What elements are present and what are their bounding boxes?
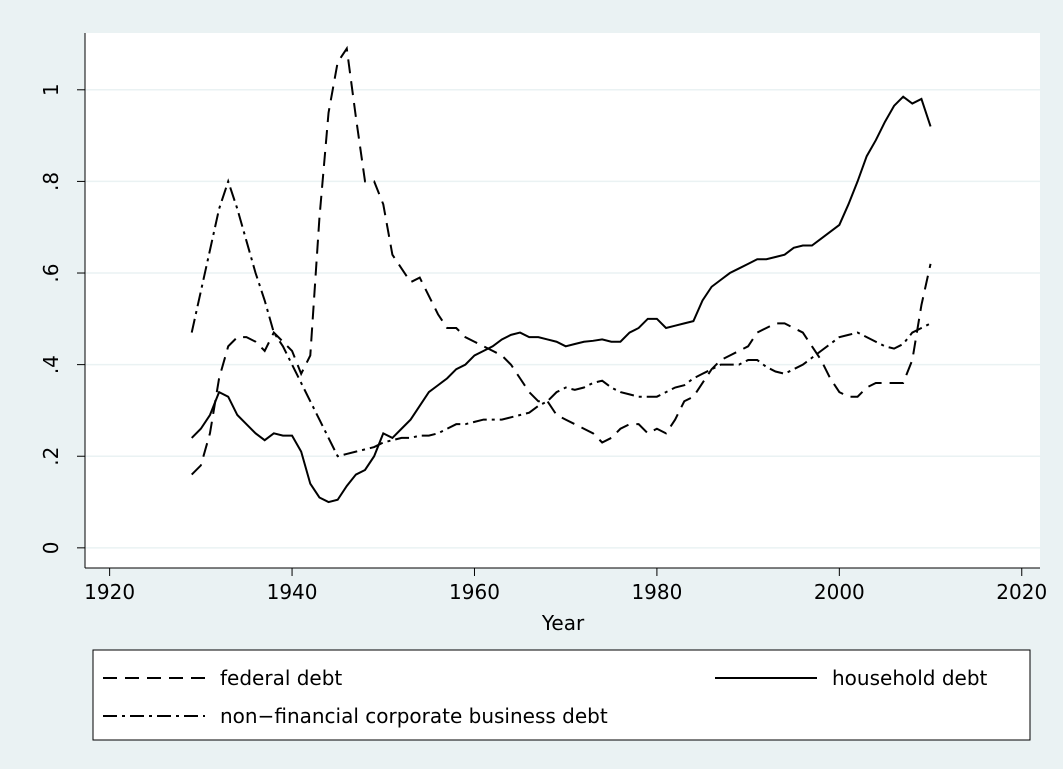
legend — [92, 649, 1031, 741]
y-tick-label: 1 — [39, 83, 63, 96]
x-axis-title: Year — [541, 611, 585, 635]
line — [191, 95, 932, 504]
x-tick-label: 2000 — [814, 580, 865, 604]
x-tick-label: 1980 — [631, 580, 682, 604]
y-tick-label: .8 — [39, 172, 63, 191]
y-tick-label: 0 — [39, 541, 63, 554]
legend-label: non−financial corporate business debt — [220, 704, 608, 728]
x-tick-label: 1960 — [449, 580, 500, 604]
y-tick-label: .6 — [39, 263, 63, 282]
x-tick-label: 1940 — [267, 580, 318, 604]
y-tick-label: .2 — [39, 447, 63, 466]
x-tick-label: 1920 — [84, 580, 135, 604]
plot-area — [85, 33, 1040, 568]
y-tick-label: .4 — [39, 355, 63, 374]
line — [191, 45, 932, 476]
legend-label: household debt — [832, 666, 988, 690]
x-tick-label: 2020 — [996, 580, 1047, 604]
legend-label: federal debt — [220, 666, 342, 690]
